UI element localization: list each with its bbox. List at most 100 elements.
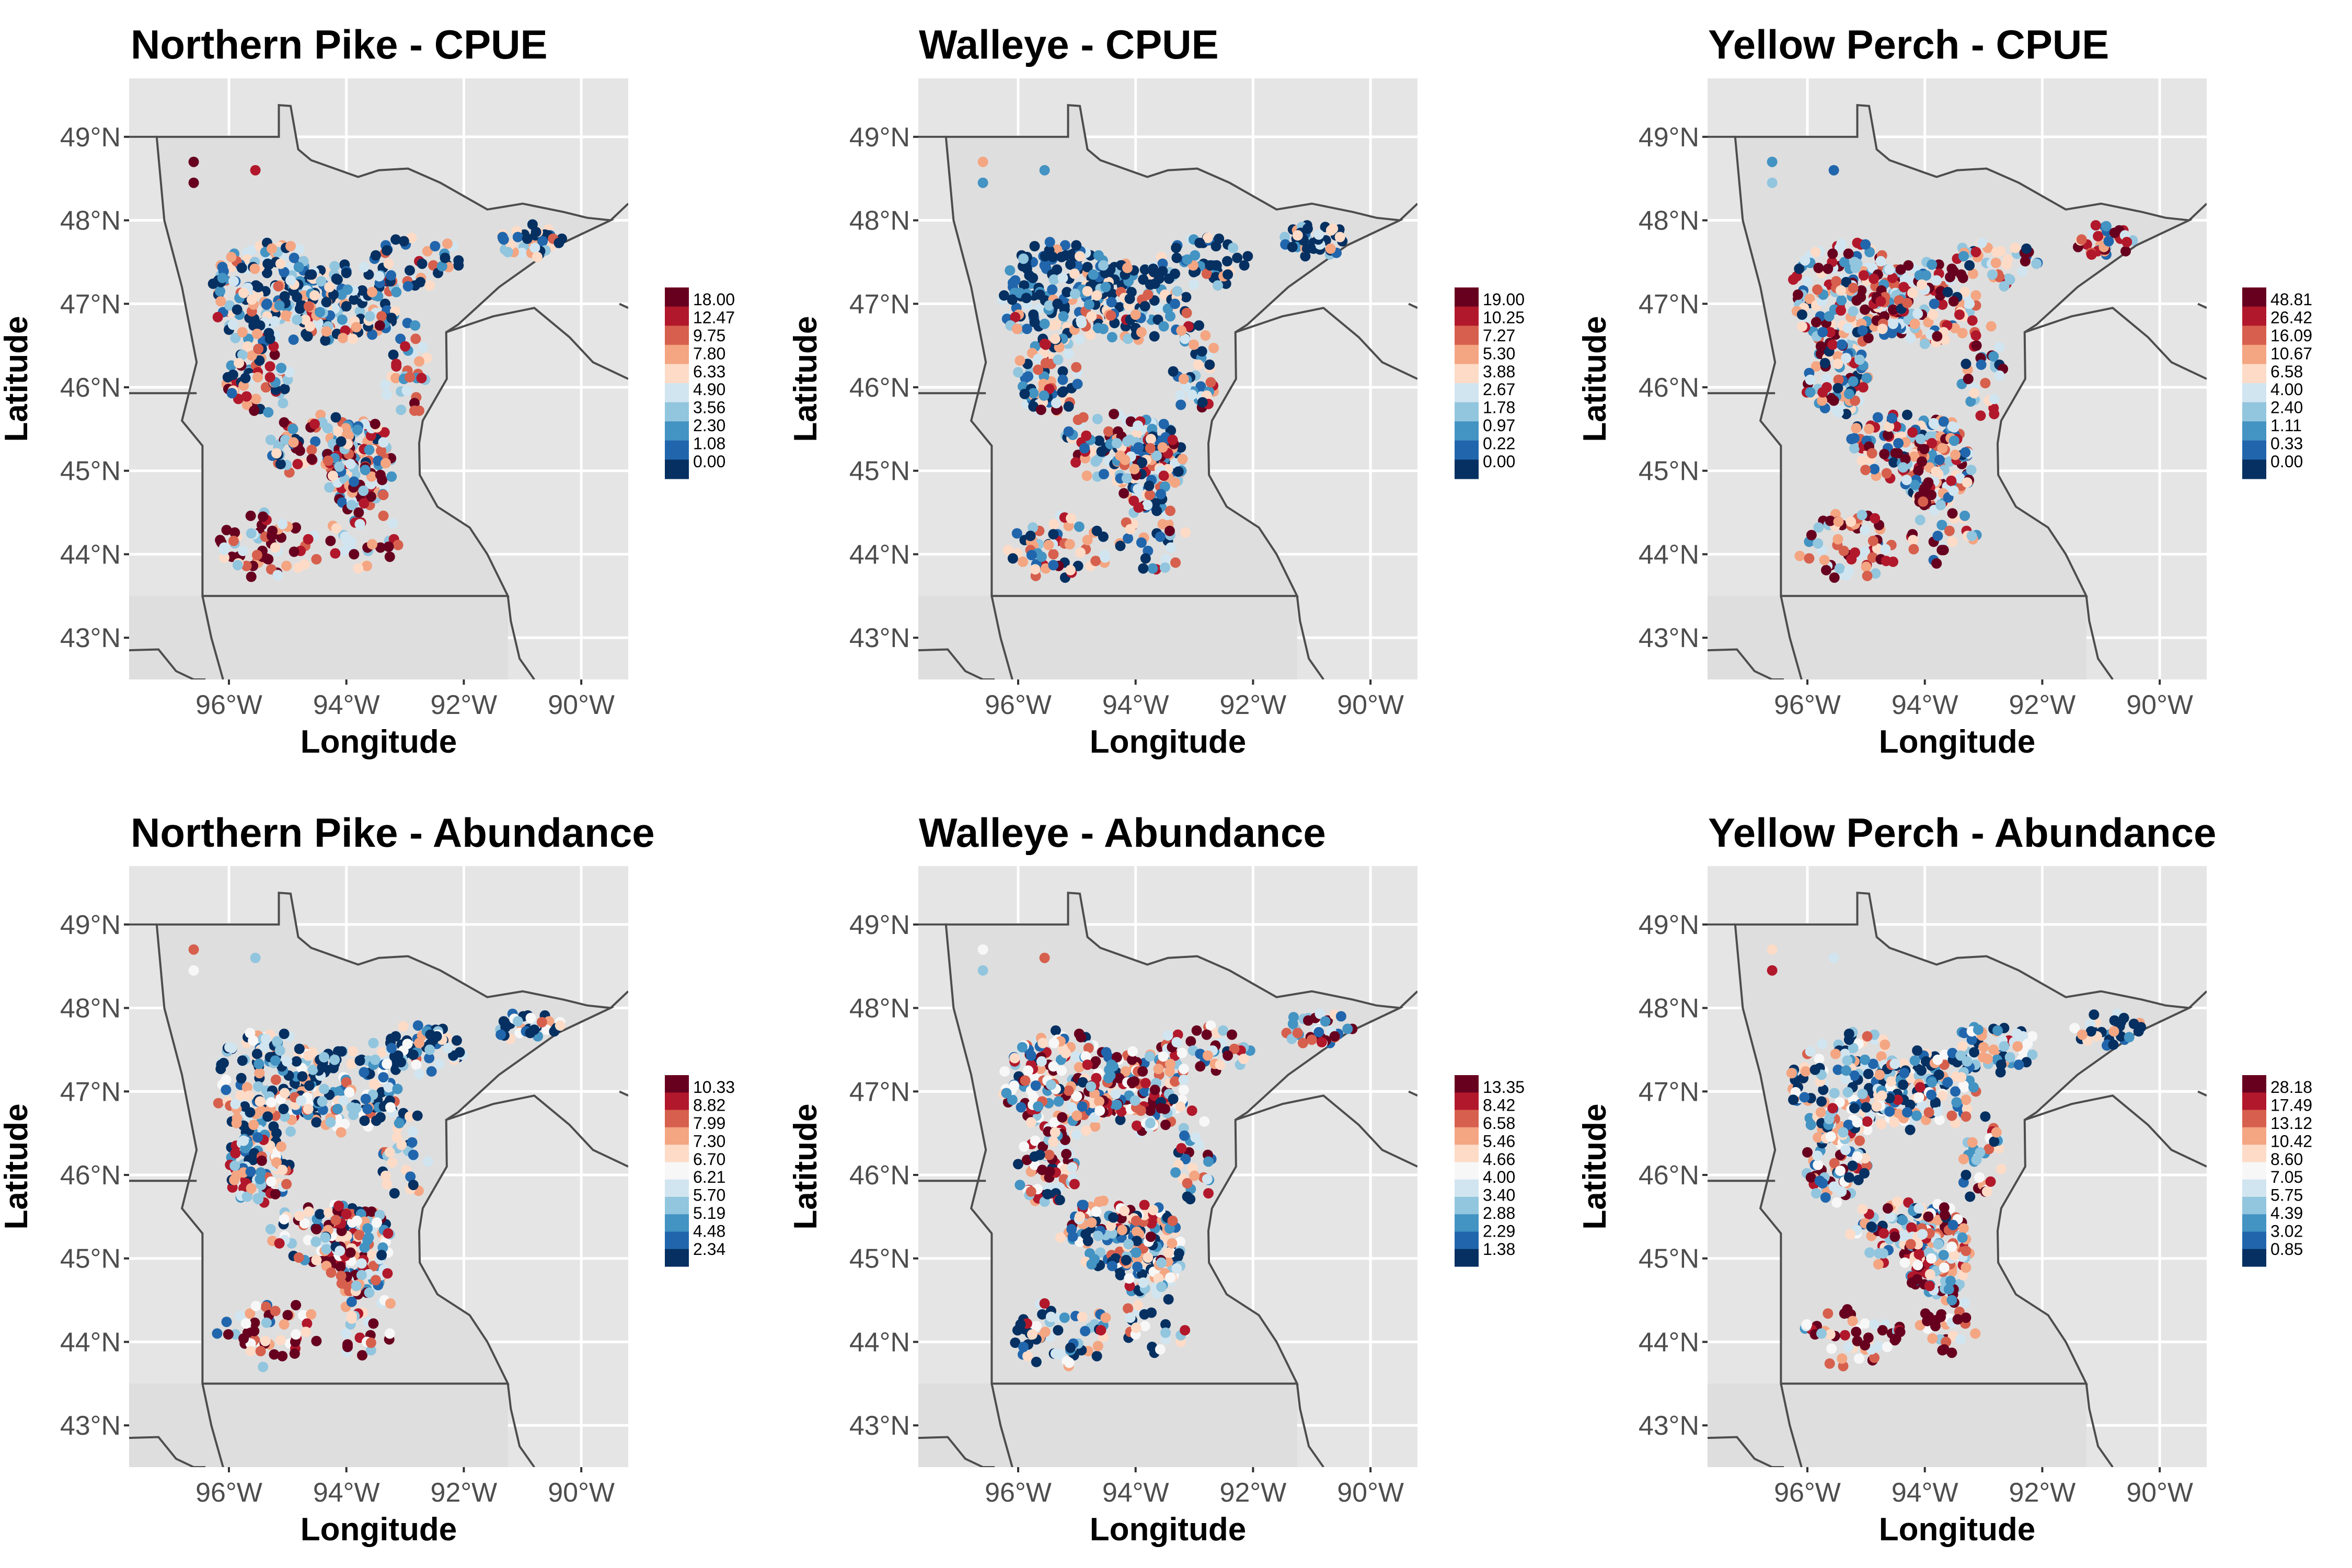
data-point: [405, 372, 415, 383]
data-point: [1048, 1136, 1058, 1147]
data-point: [1920, 339, 1930, 349]
data-point: [1887, 413, 1897, 423]
data-point: [1068, 1231, 1078, 1242]
data-point: [1889, 1231, 1900, 1242]
data-point: [1949, 435, 1959, 446]
data-point: [1826, 1132, 1836, 1142]
data-point: [1086, 1259, 1097, 1270]
data-point: [281, 561, 292, 571]
legend-swatch: [1455, 287, 1479, 307]
data-point: [1916, 1065, 1927, 1076]
legend-label: 4.48: [693, 1222, 725, 1241]
data-point: [1094, 1096, 1104, 1106]
data-point: [378, 490, 389, 500]
data-point: [1805, 387, 1816, 398]
legend-label: 0.00: [693, 452, 725, 471]
data-point: [1131, 309, 1141, 320]
data-point: [1902, 298, 1912, 308]
data-point: [1016, 1319, 1026, 1330]
data-point: [270, 1189, 281, 1200]
data-point: [1223, 269, 1233, 280]
data-point: [414, 356, 424, 367]
data-point: [279, 1104, 289, 1114]
data-point: [555, 1020, 566, 1031]
data-point: [382, 1179, 392, 1190]
data-point: [217, 273, 228, 283]
data-point: [280, 291, 290, 302]
data-point: [375, 320, 385, 331]
data-point: [1996, 246, 2006, 257]
data-point: [281, 310, 291, 321]
data-point: [285, 241, 296, 251]
data-point: [1820, 358, 1830, 368]
y-tick-label: 48°N: [60, 206, 121, 236]
data-point: [1902, 410, 1912, 420]
data-point: [275, 1335, 286, 1345]
data-point: [360, 465, 371, 475]
data-point: [1033, 1101, 1043, 1112]
data-point: [270, 1306, 281, 1316]
data-point: [1342, 1024, 1353, 1034]
x-tick-label: 96°W: [985, 1478, 1052, 1508]
data-point: [267, 244, 277, 254]
data-point: [1157, 442, 1168, 453]
data-point: [1801, 1066, 1811, 1077]
data-point: [1096, 1325, 1106, 1335]
y-tick-label: 44°N: [1639, 1327, 1699, 1357]
data-point: [1980, 1111, 1990, 1122]
data-point: [326, 1267, 337, 1278]
data-point: [417, 259, 428, 269]
data-point: [1145, 490, 1155, 500]
data-point: [328, 470, 338, 481]
data-point: [309, 290, 320, 301]
legend-swatch: [665, 287, 689, 307]
legend-label: 0.22: [1483, 434, 1515, 453]
data-point: [1065, 1343, 1076, 1353]
data-point: [349, 549, 359, 559]
data-point: [1820, 1192, 1831, 1203]
y-tick-label: 43°N: [849, 623, 910, 653]
x-tick-label: 92°W: [2009, 1478, 2076, 1508]
legend-swatch: [2242, 1197, 2266, 1215]
legend-swatch: [2242, 1162, 2266, 1180]
data-point: [978, 178, 988, 188]
data-point: [288, 424, 298, 434]
data-point: [227, 388, 237, 398]
data-point: [1986, 1177, 1996, 1187]
data-point: [1187, 389, 1197, 400]
x-tick-label: 96°W: [1774, 690, 1841, 720]
data-point: [1232, 252, 1242, 263]
data-point: [1829, 396, 1839, 406]
data-point: [355, 519, 365, 529]
data-point: [1097, 446, 1107, 457]
data-point: [1167, 1238, 1177, 1249]
data-point: [1055, 1232, 1066, 1243]
data-point: [237, 327, 248, 338]
data-point: [285, 275, 296, 286]
data-point: [1045, 1167, 1055, 1177]
data-point: [1958, 273, 1968, 283]
data-point: [1182, 1192, 1193, 1202]
data-point: [1172, 286, 1183, 296]
data-point: [1030, 241, 1040, 251]
legend-swatch: [665, 1092, 689, 1110]
data-point: [1170, 298, 1180, 309]
data-point: [315, 1209, 325, 1219]
data-point: [1805, 375, 1816, 385]
data-point: [1320, 1016, 1331, 1027]
data-point: [366, 1338, 376, 1348]
data-point: [1919, 444, 1930, 454]
data-point: [1834, 516, 1844, 527]
map-panel-3: Yellow Perch - CPUE43°N44°N45°N46°N47°N4…: [1577, 21, 2312, 760]
legend-swatch: [665, 1075, 689, 1093]
legend-swatch: [665, 1214, 689, 1232]
legend-swatch: [2242, 421, 2266, 441]
legend-swatch: [1455, 1180, 1479, 1197]
data-point: [1963, 374, 1974, 384]
data-point: [1129, 464, 1140, 475]
data-point: [247, 294, 257, 305]
data-point: [378, 511, 389, 521]
data-point: [212, 1328, 223, 1339]
data-point: [408, 1050, 419, 1060]
y-tick-label: 46°N: [1639, 1160, 1699, 1191]
